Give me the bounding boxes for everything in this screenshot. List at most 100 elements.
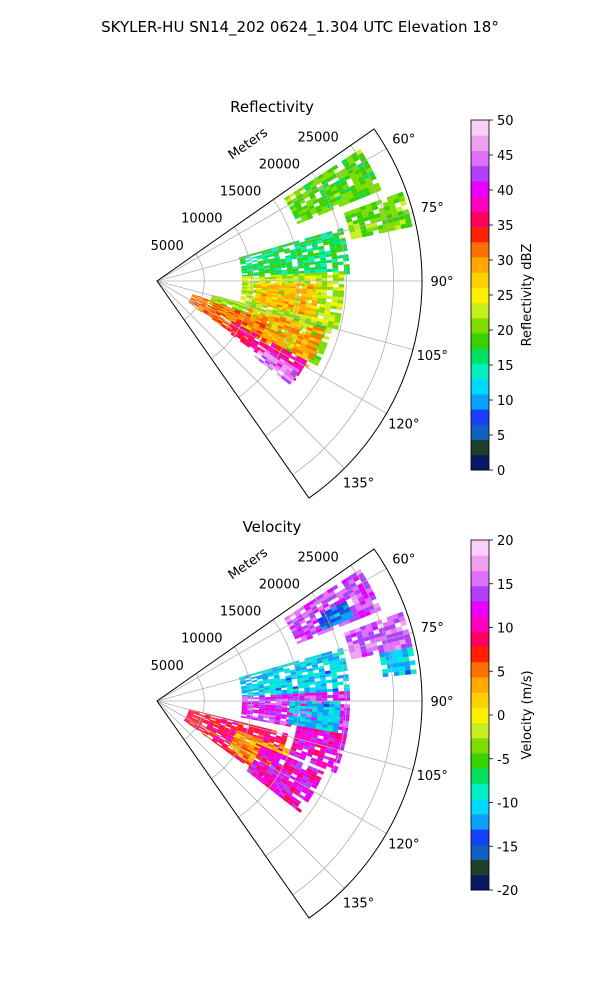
echo-cell — [320, 301, 327, 305]
echo-cell — [228, 731, 235, 736]
echo-cell — [310, 210, 318, 216]
echo-cell — [242, 282, 248, 285]
echo-cell — [342, 720, 350, 725]
echo-cell — [257, 328, 264, 333]
echo-cell — [241, 291, 248, 294]
echo-cell — [334, 238, 341, 244]
echo-cell — [230, 333, 237, 338]
echo-cell — [285, 197, 292, 204]
echo-cell — [210, 730, 216, 735]
echo-cell — [271, 359, 278, 365]
echo-cell — [398, 615, 406, 623]
echo-cell — [275, 692, 282, 695]
echo-cell — [293, 698, 299, 701]
echo-cell — [367, 210, 375, 217]
echo-cell — [268, 363, 275, 369]
echo-cell — [361, 603, 368, 610]
echo-cell — [230, 323, 236, 328]
echo-cell — [337, 681, 344, 686]
echo-cell — [324, 310, 331, 315]
echo-cell — [210, 717, 216, 721]
echo-cell — [282, 777, 289, 783]
echo-cell — [303, 262, 310, 266]
echo-cell — [281, 694, 288, 697]
echo-cell — [403, 661, 411, 667]
echo-cell — [270, 276, 277, 280]
echo-cell — [272, 250, 279, 255]
echo-cell — [396, 653, 404, 659]
echo-cell — [224, 727, 231, 731]
colorbar-swatch — [471, 722, 489, 739]
echo-cell — [258, 713, 265, 717]
echo-cell — [334, 662, 341, 667]
echo-cell — [278, 335, 285, 341]
colorbar-swatch — [471, 631, 489, 648]
echo-cell — [270, 274, 277, 278]
echo-cell — [287, 269, 293, 272]
echo-cell — [297, 257, 304, 262]
echo-cell — [222, 743, 228, 749]
echo-cell — [262, 315, 269, 320]
echo-cell — [317, 185, 325, 192]
echo-cell — [247, 690, 254, 694]
echo-cell — [206, 304, 212, 308]
echo-cell — [221, 744, 227, 750]
echo-cell — [288, 299, 295, 303]
echo-cell — [284, 250, 291, 254]
echo-cell — [356, 582, 364, 590]
echo-cell — [378, 228, 385, 234]
echo-cell — [276, 327, 283, 332]
echo-cell — [316, 759, 323, 765]
echo-cell — [389, 623, 396, 630]
echo-cell — [350, 595, 358, 602]
echo-cell — [274, 739, 281, 744]
echo-cell — [369, 188, 377, 195]
echo-cell — [319, 306, 326, 311]
echo-cell — [352, 585, 359, 592]
colorbar-swatch — [471, 570, 489, 587]
echo-cell — [222, 742, 229, 747]
echo-cell — [264, 704, 271, 707]
echo-cell — [216, 299, 223, 303]
echo-cell — [309, 689, 316, 693]
echo-cell — [383, 625, 391, 632]
echo-cell — [293, 328, 301, 333]
echo-cell — [321, 289, 328, 293]
echo-cell — [299, 718, 306, 722]
echo-cell — [290, 253, 297, 258]
echo-cell — [258, 326, 265, 331]
echo-cell — [380, 660, 387, 666]
echo-cell — [291, 209, 299, 215]
echo-cell — [362, 187, 370, 193]
echo-cell — [360, 228, 368, 234]
echo-cell — [306, 608, 313, 614]
echo-cell — [298, 629, 305, 635]
echo-cell — [294, 245, 301, 250]
echo-cell — [189, 300, 195, 305]
echo-cell — [313, 341, 320, 347]
echo-cell — [215, 321, 222, 326]
echo-cell — [367, 604, 375, 611]
echo-cell — [312, 199, 319, 205]
echo-cell — [332, 274, 339, 278]
echo-cell — [291, 362, 299, 369]
echo-cell — [252, 268, 259, 271]
echo-cell — [298, 281, 305, 284]
echo-cell — [295, 624, 303, 630]
echo-cell — [315, 698, 322, 701]
echo-cell — [268, 258, 275, 262]
echo-cell — [247, 694, 254, 697]
echo-cell — [298, 690, 305, 694]
echo-cell — [193, 714, 199, 717]
colorbar-swatch — [471, 454, 489, 471]
echo-cell — [329, 734, 336, 739]
echo-cell — [225, 749, 231, 754]
echo-cell — [269, 262, 276, 266]
echo-cell — [297, 677, 304, 682]
echo-cell — [280, 736, 288, 741]
echo-cell — [310, 739, 317, 744]
colorbar-swatch — [471, 737, 489, 754]
echo-cell — [219, 723, 226, 728]
colorbar-tick-label: 15 — [497, 578, 514, 593]
echo-cell — [268, 354, 275, 360]
